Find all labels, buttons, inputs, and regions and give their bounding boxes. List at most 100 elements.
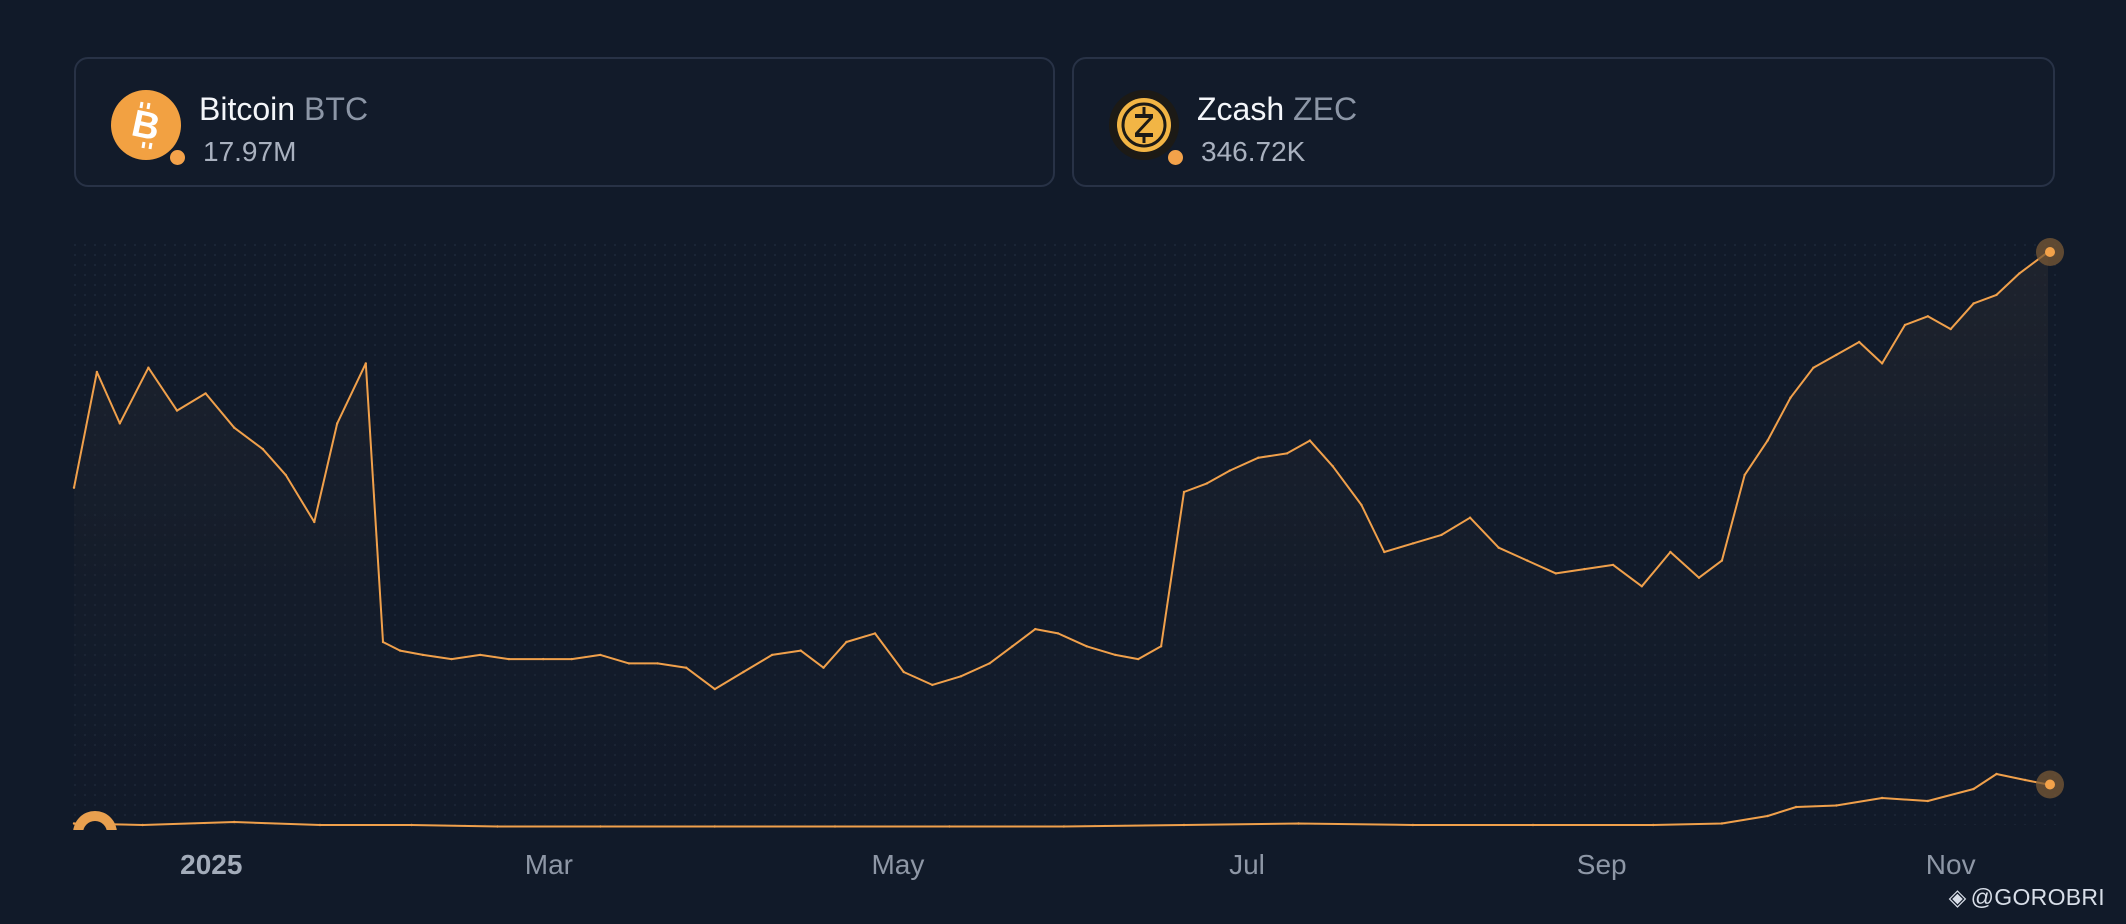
data-point — [1257, 456, 1260, 459]
x-tick-label: Nov — [1926, 849, 1976, 880]
data-point — [1182, 823, 1186, 827]
data-point — [685, 666, 688, 669]
x-tick-label: Mar — [525, 849, 573, 880]
data-point — [1697, 576, 1701, 579]
x-tick-label: Sep — [1577, 849, 1627, 880]
data-point — [1056, 632, 1060, 635]
data-point — [1880, 796, 1884, 800]
data-point — [1228, 469, 1232, 472]
data-point — [1383, 550, 1386, 554]
data-point — [364, 362, 367, 365]
data-point — [1858, 340, 1861, 344]
zcash-logo-icon — [1109, 90, 1179, 160]
data-point — [318, 823, 322, 827]
data-point — [410, 823, 413, 827]
data-point — [398, 649, 402, 652]
data-point — [1880, 362, 1884, 365]
data-point — [1554, 572, 1558, 575]
data-point — [931, 683, 934, 687]
data-point — [204, 392, 207, 395]
data-point — [450, 657, 453, 661]
data-point — [1468, 516, 1472, 519]
data-point — [1669, 550, 1672, 554]
data-point — [833, 825, 837, 828]
data-point — [1720, 559, 1724, 562]
series-line — [73, 773, 2049, 828]
data-point — [336, 422, 339, 425]
data-point — [1308, 439, 1312, 442]
watermark: ◈ @GOROBRI — [1949, 884, 2105, 911]
watermark-text: @GOROBRI — [1970, 884, 2105, 910]
data-point — [261, 447, 264, 451]
data-point — [72, 822, 76, 825]
data-point — [770, 653, 774, 657]
data-point — [1995, 293, 1998, 297]
zcash-card[interactable]: Zcash ZEC 346.72K — [1072, 57, 2055, 187]
data-point — [1949, 327, 1952, 331]
data-point — [627, 662, 631, 665]
data-point — [742, 670, 745, 674]
data-point — [284, 473, 287, 477]
data-point — [1062, 825, 1066, 828]
data-point — [1085, 645, 1088, 648]
coin-name: Zcash — [1197, 91, 1285, 127]
data-point — [902, 670, 905, 674]
data-point — [1440, 533, 1443, 537]
coin-value: 17.97M — [203, 136, 297, 167]
data-point — [381, 640, 385, 644]
data-point — [421, 653, 425, 657]
series-area — [74, 252, 2048, 826]
x-tick-label: May — [871, 849, 924, 880]
data-point — [1011, 645, 1014, 648]
data-point — [1531, 823, 1535, 827]
data-point — [147, 366, 150, 369]
data-point — [1497, 546, 1500, 549]
coin-ticker: ZEC — [1293, 91, 1358, 127]
data-point — [1297, 822, 1300, 825]
data-point — [656, 662, 659, 665]
status-dot — [168, 148, 187, 167]
data-point — [1411, 823, 1415, 827]
data-point — [1720, 822, 1724, 825]
data-point — [1789, 396, 1792, 399]
data-point — [1205, 482, 1209, 485]
data-point — [1903, 323, 1907, 327]
data-point — [1766, 814, 1769, 818]
axis-background — [0, 830, 2126, 924]
data-point — [713, 825, 716, 828]
end-marker[interactable] — [2045, 247, 2055, 257]
coin-ticker: BTC — [304, 91, 369, 127]
x-tick-label: 2025 — [180, 849, 242, 880]
data-point — [1795, 805, 1798, 809]
data-point — [1926, 315, 1930, 318]
data-point — [959, 675, 963, 678]
data-point — [1972, 787, 1975, 791]
data-point — [1526, 559, 1529, 562]
data-point — [118, 422, 122, 425]
data-point — [233, 820, 236, 824]
data-point — [845, 640, 848, 644]
data-point — [822, 666, 825, 669]
data-point — [1926, 799, 1930, 803]
data-point — [1285, 452, 1289, 455]
bitcoin-card[interactable]: B Bitcoin BTC 17.97M — [74, 57, 1055, 187]
data-point — [599, 825, 602, 828]
data-point — [1159, 645, 1163, 648]
data-point — [713, 687, 716, 691]
coin-value: 346.72K — [1201, 136, 1306, 167]
data-point — [1034, 627, 1037, 631]
end-marker[interactable] — [2045, 779, 2055, 790]
data-point — [1652, 823, 1655, 827]
data-point — [1835, 804, 1838, 807]
coin-title: Zcash ZEC — [1197, 83, 1357, 135]
data-point — [1812, 366, 1815, 369]
data-point — [1182, 490, 1186, 494]
data-point — [313, 520, 316, 524]
data-point — [1972, 302, 1975, 305]
data-point — [1611, 563, 1615, 567]
data-point — [1137, 657, 1140, 661]
bitcoin-logo-icon: B — [111, 90, 181, 160]
